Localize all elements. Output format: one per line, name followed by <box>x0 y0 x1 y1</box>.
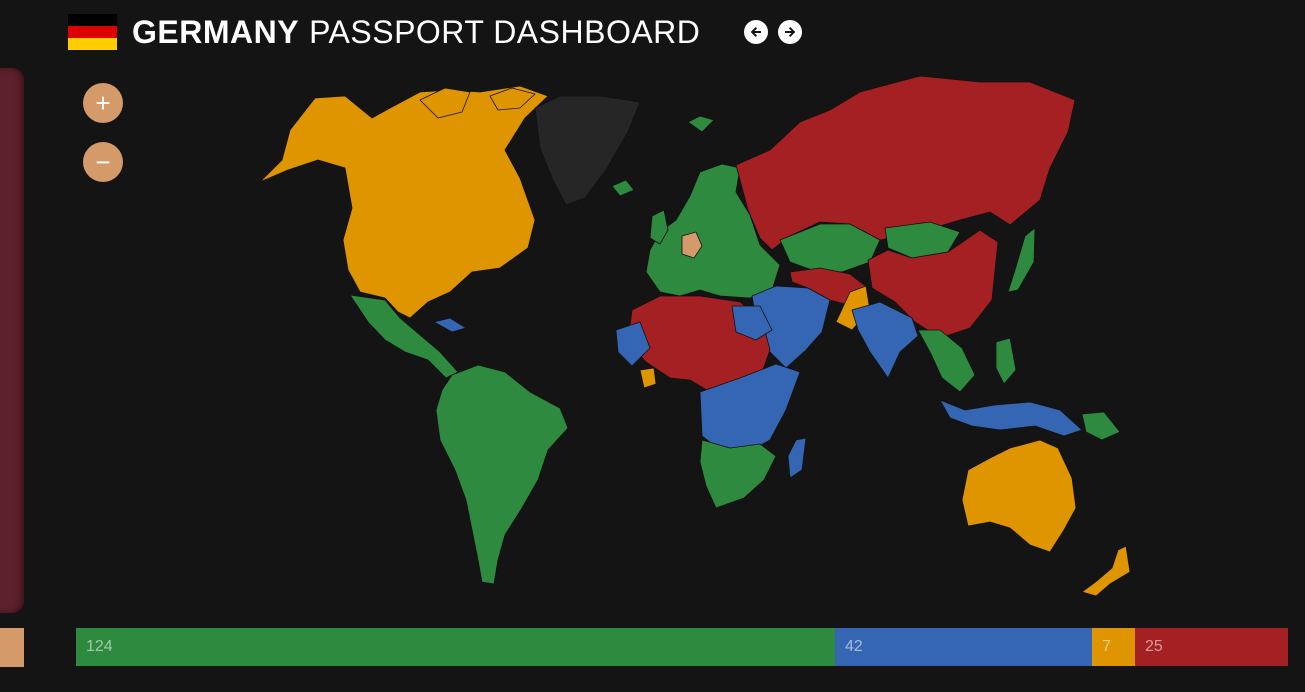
country-india[interactable] <box>851 301 919 379</box>
country-southern-africa[interactable] <box>699 439 777 509</box>
side-panel-tab[interactable] <box>0 68 24 613</box>
page-title: GERMANY PASSPORT DASHBOARD <box>132 12 700 52</box>
arrow-left-icon <box>750 27 761 37</box>
country-arctic-islands-2[interactable] <box>489 87 536 111</box>
home-color-swatch[interactable] <box>0 628 24 667</box>
stats-bar: 124 42 7 25 <box>76 628 1288 666</box>
stats-segment-visa-free[interactable]: 124 <box>76 628 836 666</box>
stats-segment-visa-on-arrival[interactable]: 42 <box>835 628 1093 666</box>
country-russia[interactable] <box>735 75 1076 251</box>
minus-icon: − <box>95 147 111 177</box>
country-greenland[interactable] <box>534 95 641 206</box>
country-svalbard[interactable] <box>687 115 715 133</box>
country-uk[interactable] <box>649 209 669 245</box>
header: GERMANY PASSPORT DASHBOARD <box>68 12 700 52</box>
country-egypt[interactable] <box>731 305 773 341</box>
arrow-right-icon <box>785 27 796 37</box>
plus-icon: + <box>95 88 111 118</box>
country-philippines[interactable] <box>995 337 1017 385</box>
zoom-out-button[interactable]: − <box>83 142 123 182</box>
country-indonesia[interactable] <box>939 399 1083 437</box>
country-new-zealand[interactable] <box>1081 545 1131 597</box>
flag-stripe-black <box>68 14 117 26</box>
zoom-in-button[interactable]: + <box>83 83 123 123</box>
country-arctic-islands[interactable] <box>419 87 471 119</box>
previous-country-button[interactable] <box>744 20 768 44</box>
country-iceland[interactable] <box>611 179 635 197</box>
country-ghana[interactable] <box>639 367 657 389</box>
germany-flag-icon <box>68 14 117 50</box>
dashboard-subtitle: PASSPORT DASHBOARD <box>309 14 701 50</box>
country-west-africa[interactable] <box>615 321 651 367</box>
country-south-america[interactable] <box>435 364 569 585</box>
country-papua[interactable] <box>1081 411 1121 441</box>
flag-stripe-gold <box>68 38 117 50</box>
country-china[interactable] <box>867 229 999 339</box>
country-name: GERMANY <box>132 14 300 50</box>
country-australia[interactable] <box>961 439 1077 553</box>
country-southeast-asia[interactable] <box>917 329 976 393</box>
country-madagascar[interactable] <box>787 437 807 479</box>
stats-segment-visa-required[interactable]: 25 <box>1134 628 1288 666</box>
country-japan[interactable] <box>1007 227 1036 293</box>
country-germany[interactable] <box>681 231 703 259</box>
stats-segment-eta[interactable]: 7 <box>1092 628 1135 666</box>
country-cuba[interactable] <box>433 317 467 333</box>
next-country-button[interactable] <box>778 20 802 44</box>
country-north-america[interactable] <box>259 85 549 319</box>
flag-stripe-red <box>68 26 117 38</box>
